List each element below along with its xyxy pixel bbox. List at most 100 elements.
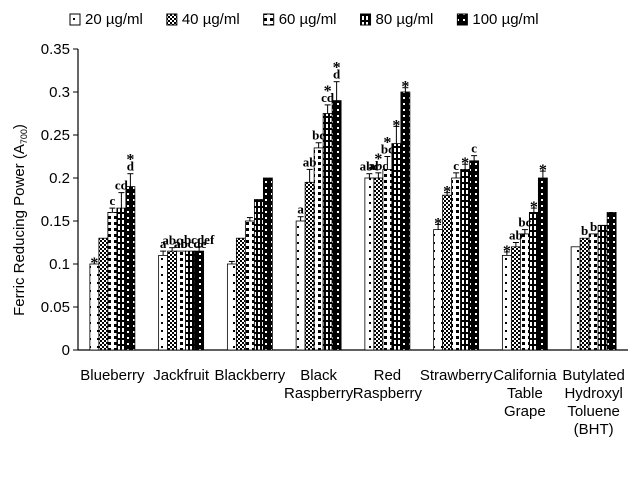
legend: 20 µg/ml 40 µg/ml 60 µg/ml 80 µg/ml 100 µg/m… <box>69 11 539 28</box>
bar <box>606 211 617 351</box>
bar <box>469 160 480 351</box>
bar <box>235 237 246 351</box>
bar <box>107 211 118 351</box>
bar <box>373 177 384 351</box>
bar <box>382 168 393 351</box>
significance-label: c <box>109 193 115 208</box>
significance-label: * <box>503 243 511 260</box>
legend-swatch <box>263 13 275 26</box>
legend-label: 20 µg/ml <box>85 11 143 28</box>
bar <box>597 224 608 351</box>
significance-label: abcde <box>174 236 207 251</box>
legend-swatch <box>456 13 468 26</box>
bar <box>125 186 136 351</box>
significance-label: ab <box>509 228 523 243</box>
category-label: Table <box>507 385 543 402</box>
significance-label: bc <box>381 142 394 157</box>
category-label: Strawberry <box>420 367 493 384</box>
category-label: Butylated <box>562 367 625 384</box>
legend-label: 80 µg/ml <box>376 11 434 28</box>
category-label: Raspberry <box>353 385 423 402</box>
legend-swatch <box>360 13 372 26</box>
significance-label: c <box>471 141 477 156</box>
legend-label: 100 µg/ml <box>472 11 538 28</box>
category-label: Blueberry <box>80 367 145 384</box>
significance-label: a <box>297 202 304 217</box>
bar <box>451 177 462 351</box>
legend-swatch <box>166 13 178 26</box>
bar <box>313 147 324 351</box>
category-label: Black <box>300 367 337 384</box>
significance-label: * <box>90 255 98 272</box>
category-label: (BHT) <box>574 421 614 438</box>
significance-label: * <box>324 83 332 100</box>
legend-label: 40 µg/ml <box>182 11 240 28</box>
y-tick-label: 0.15 <box>41 213 70 230</box>
bar <box>226 263 237 351</box>
bar <box>262 177 273 351</box>
bar <box>167 250 178 351</box>
y-tick-label: 0.25 <box>41 127 70 144</box>
significance-label: bc <box>518 215 531 230</box>
bar <box>528 211 539 351</box>
significance-label: ab <box>303 154 317 169</box>
bar <box>194 250 205 351</box>
bar <box>579 237 590 351</box>
significance-label: * <box>443 184 451 201</box>
bar <box>570 246 581 351</box>
axes: 0 0.05 0.1 0.15 0.2 0.25 0.3 0.35 Ferric Reducin… <box>11 41 628 359</box>
significance-label: a <box>160 236 167 251</box>
significance-label: * <box>401 79 409 96</box>
category-label: Raspberry <box>284 385 354 402</box>
bar <box>244 220 255 351</box>
category-label: Jackfruit <box>153 367 210 384</box>
category-label: Red <box>374 367 402 384</box>
bar <box>391 143 402 351</box>
significance-label: b <box>590 219 597 234</box>
bar <box>460 168 471 351</box>
bar <box>253 199 264 351</box>
legend-swatch <box>69 13 81 26</box>
significance-label: abc <box>369 158 389 173</box>
bar <box>116 207 127 351</box>
bar <box>400 91 411 351</box>
category-label: Toluene <box>567 403 620 420</box>
bar <box>501 254 512 351</box>
significance-label: abc <box>360 159 380 174</box>
significance-label: bcdef <box>184 232 215 247</box>
significance-label: b <box>581 223 588 238</box>
category-label: Grape <box>504 403 546 420</box>
significance-label: * <box>392 117 400 134</box>
bar <box>442 194 453 351</box>
significance-label: abc <box>162 233 182 248</box>
significance-label: * <box>126 152 134 169</box>
significance-label: cd <box>115 178 129 193</box>
y-tick-label: 0.1 <box>49 256 70 273</box>
significance-label: bc <box>312 128 325 143</box>
bar <box>322 113 333 351</box>
significance-label: * <box>434 215 442 232</box>
significance-label: * <box>333 60 341 77</box>
significance-label: d <box>333 67 341 82</box>
bar <box>295 220 306 351</box>
significance-label: cd <box>321 90 335 105</box>
bar <box>176 250 187 351</box>
bar <box>98 237 109 351</box>
significance-label: * <box>539 162 547 179</box>
y-tick-label: 0.3 <box>49 84 70 101</box>
bar <box>89 263 100 351</box>
bars <box>89 81 617 351</box>
bar <box>433 229 444 351</box>
bar <box>588 233 599 351</box>
category-label: California <box>493 367 557 384</box>
category-label: Blackberry <box>214 367 285 384</box>
significance-label: ab <box>174 236 188 251</box>
significance-label: c <box>453 158 459 173</box>
bar <box>304 181 315 351</box>
category-label: Hydroxyl <box>564 385 622 402</box>
y-tick-label: 0.05 <box>41 299 70 316</box>
bar <box>331 100 342 351</box>
bar <box>537 177 548 351</box>
y-tick-label: 0 <box>62 342 70 359</box>
